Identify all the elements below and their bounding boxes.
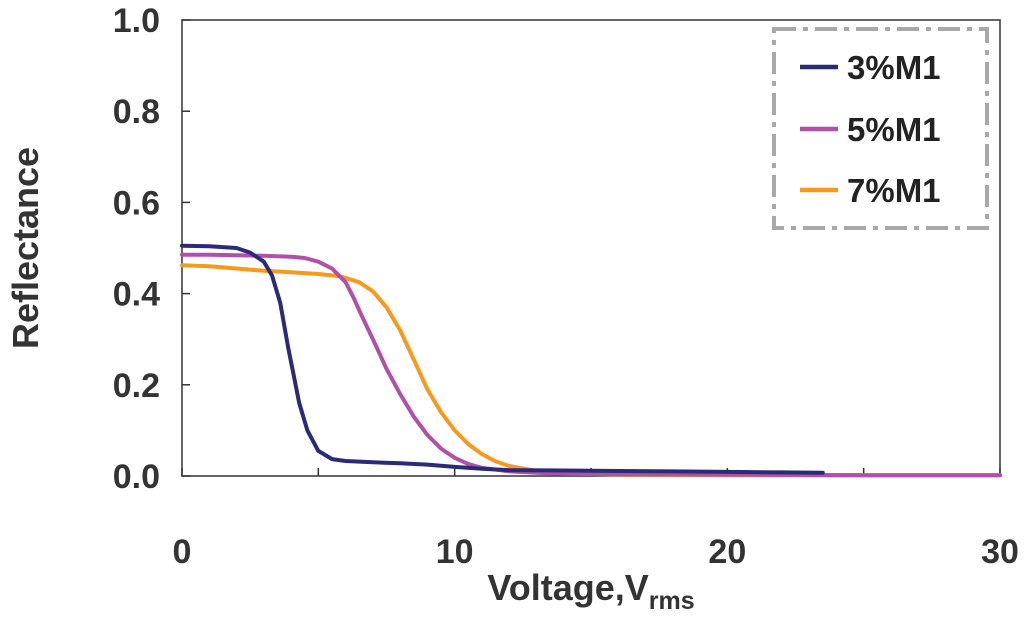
y-axis: 0.0 0.2 0.4 0.6 0.8 1.0 <box>113 2 190 496</box>
legend: 3%M1 5%M1 7%M1 <box>772 27 989 230</box>
y-tick-label: 0.2 <box>113 367 160 405</box>
legend-label: 7%M1 <box>847 172 941 209</box>
x-tick-label: 20 <box>708 533 746 571</box>
x-tick-label: 0 <box>173 533 192 571</box>
x-axis-title: Voltage,Vrms <box>487 567 694 615</box>
y-tick-label: 0.0 <box>113 458 160 496</box>
x-tick-label: 10 <box>436 533 474 571</box>
y-tick-label: 0.6 <box>113 184 160 222</box>
x-tick-label: 30 <box>981 533 1019 571</box>
legend-label: 3%M1 <box>847 49 941 86</box>
series-layer <box>180 243 1002 478</box>
series-line-3pct-m1 <box>180 243 825 475</box>
legend-label: 5%M1 <box>847 111 941 148</box>
y-tick-label: 0.8 <box>113 93 160 131</box>
x-axis: 0 10 20 30 <box>173 468 1019 571</box>
y-tick-label: 1.0 <box>113 2 160 40</box>
x-axis-title-main: Voltage,V <box>487 567 648 608</box>
y-tick-label: 0.4 <box>113 276 160 314</box>
series-line-5pct-m1 <box>180 252 1002 478</box>
y-axis-title: Reflectance <box>5 147 46 349</box>
x-axis-title-subscript: rms <box>649 587 695 615</box>
